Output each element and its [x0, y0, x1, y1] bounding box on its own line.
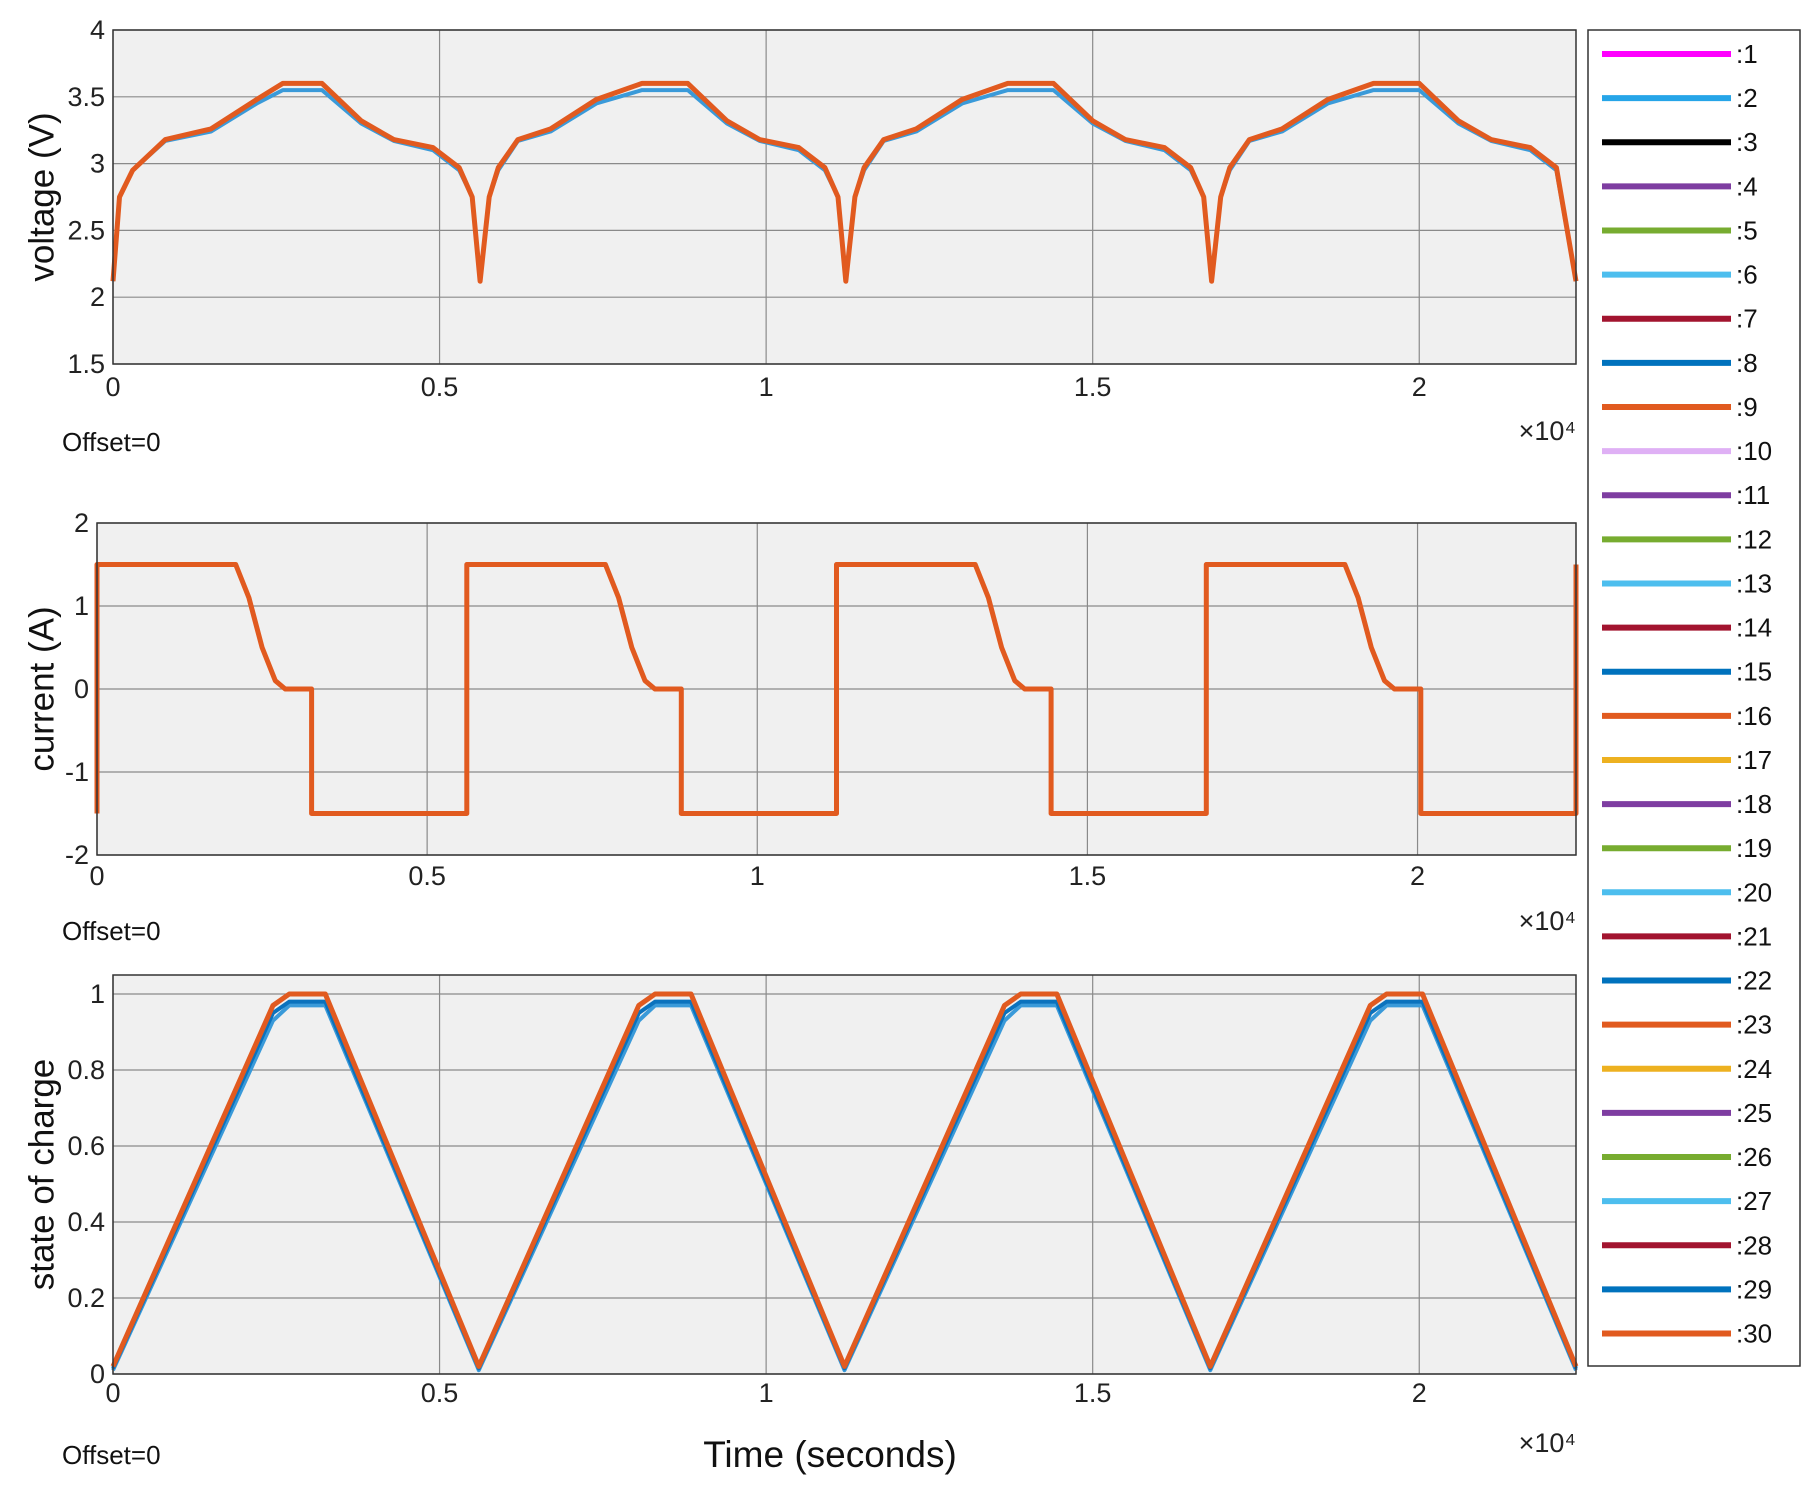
x-axis-label: Time (seconds) — [703, 1434, 957, 1475]
offset-label: Offset=0 — [62, 1440, 161, 1470]
x-tick-label: 0 — [105, 372, 120, 402]
legend-label: :16 — [1736, 701, 1772, 731]
y-tick-label: 0 — [74, 674, 89, 704]
x-multiplier-label: ×10⁴ — [1519, 906, 1576, 936]
y-tick-label: 0.6 — [67, 1131, 105, 1161]
legend-label: :24 — [1736, 1054, 1772, 1084]
y-axis-label: voltage (V) — [22, 112, 61, 281]
series-line — [110, 80, 1579, 284]
legend-label: :19 — [1736, 833, 1772, 863]
y-tick-label: 4 — [90, 15, 105, 45]
legend-label: :30 — [1736, 1319, 1772, 1349]
y-tick-label: 1.5 — [67, 349, 105, 379]
legend-label: :25 — [1736, 1098, 1772, 1128]
x-multiplier-label: ×10⁴ — [1519, 1428, 1576, 1458]
legend-label: :15 — [1736, 657, 1772, 687]
legend-label: :8 — [1736, 348, 1758, 378]
plot-area — [113, 30, 1576, 364]
legend-label: :1 — [1736, 39, 1758, 69]
x-tick-label: 2 — [1412, 372, 1427, 402]
x-multiplier-label: ×10⁴ — [1519, 416, 1576, 446]
x-tick-label: 2 — [1412, 1378, 1427, 1408]
legend-box — [1587, 29, 1801, 1367]
legend-label: :4 — [1736, 171, 1758, 201]
x-tick-label: 1 — [759, 372, 774, 402]
legend-label: :22 — [1736, 966, 1772, 996]
y-tick-label: 0.4 — [67, 1207, 105, 1237]
x-tick-label: 1.5 — [1069, 861, 1107, 891]
x-tick-label: 2 — [1410, 861, 1425, 891]
y-axis-label: state of charge — [22, 1059, 61, 1291]
legend-label: :29 — [1736, 1274, 1772, 1304]
legend-label: :14 — [1736, 613, 1772, 643]
y-tick-label: 0.8 — [67, 1055, 105, 1085]
axes-frame — [112, 29, 1577, 365]
y-tick-label: 0 — [90, 1359, 105, 1389]
x-tick-label: 0.5 — [421, 372, 459, 402]
x-tick-label: 1.5 — [1074, 372, 1112, 402]
x-tick-label: 1.5 — [1074, 1378, 1112, 1408]
x-tick-label: 0.5 — [408, 861, 446, 891]
y-tick-label: -2 — [65, 840, 89, 870]
y-tick-label: 3.5 — [67, 82, 105, 112]
x-tick-label: 1 — [759, 1378, 774, 1408]
y-tick-label: 0.2 — [67, 1283, 105, 1313]
axes-frame — [96, 522, 1577, 856]
plot-area — [113, 975, 1576, 1374]
legend-label: :9 — [1736, 392, 1758, 422]
y-tick-label: 3 — [90, 149, 105, 179]
legend-label: :12 — [1736, 524, 1772, 554]
y-tick-label: 1 — [74, 591, 89, 621]
legend-label: :6 — [1736, 260, 1758, 290]
legend-label: :21 — [1736, 921, 1772, 951]
legend-label: :26 — [1736, 1142, 1772, 1172]
x-tick-label: 0 — [105, 1378, 120, 1408]
y-tick-label: 2 — [74, 508, 89, 538]
legend-label: :11 — [1736, 480, 1770, 510]
x-tick-label: 1 — [750, 861, 765, 891]
legend-label: :13 — [1736, 568, 1772, 598]
legend-label: :2 — [1736, 83, 1758, 113]
legend-label: :5 — [1736, 215, 1758, 245]
y-tick-label: 1 — [90, 979, 105, 1009]
legend-label: :18 — [1736, 789, 1772, 819]
y-tick-label: -1 — [65, 757, 89, 787]
y-axis-label: current (A) — [22, 606, 61, 771]
legend-label: :3 — [1736, 127, 1758, 157]
y-tick-label: 2 — [90, 282, 105, 312]
legend-label: :23 — [1736, 1010, 1772, 1040]
y-tick-label: 2.5 — [67, 215, 105, 245]
legend-label: :17 — [1736, 745, 1772, 775]
legend-label: :27 — [1736, 1186, 1772, 1216]
legend-label: :7 — [1736, 304, 1758, 334]
x-tick-label: 0 — [89, 861, 104, 891]
series-line — [110, 991, 1579, 1369]
series-line — [94, 562, 1579, 816]
offset-label: Offset=0 — [62, 916, 161, 946]
legend-label: :28 — [1736, 1230, 1772, 1260]
panel-1: 1.5 2 2.5 3 3.5 4 0 0.5 1 1.5 2 voltage (V) Offset=0… — [22, 15, 1579, 457]
panel-3: 0 0.2 0.4 0.6 0.8 1 0 0.5 1 1.5 2 state of charge Of… — [22, 974, 1579, 1475]
offset-label: Offset=0 — [62, 427, 161, 457]
legend: :1 :2 :3 :4 :5 :6 :7 :8 :9 :10 :11 :12 :13 :14 :15 :16:… — [1587, 29, 1801, 1367]
x-tick-label: 0.5 — [421, 1378, 459, 1408]
panel-2: -2 -1 0 1 2 0 0.5 1 1.5 2 current (A) Offset=0 ×10⁴ — [22, 508, 1579, 946]
legend-label: :10 — [1736, 436, 1772, 466]
axes-frame — [112, 974, 1577, 1375]
legend-label: :20 — [1736, 877, 1772, 907]
